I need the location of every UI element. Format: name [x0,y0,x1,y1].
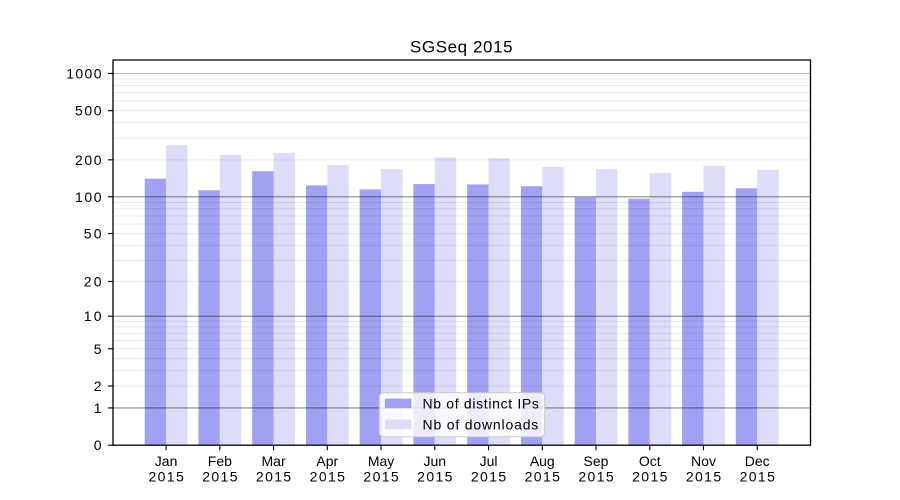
svg-text:2015: 2015 [310,469,346,485]
svg-text:2015: 2015 [578,469,614,485]
svg-text:Nov: Nov [691,453,716,469]
svg-text:5: 5 [94,341,102,357]
svg-text:500: 500 [75,103,102,119]
svg-text:2: 2 [94,378,102,394]
svg-text:0: 0 [94,437,102,453]
svg-text:Aug: Aug [530,453,555,469]
svg-text:1000: 1000 [66,65,102,81]
svg-text:Jul: Jul [480,453,498,469]
svg-text:2015: 2015 [686,469,722,485]
svg-text:2015: 2015 [363,469,399,485]
svg-text:200: 200 [75,152,102,168]
svg-text:10: 10 [84,308,102,324]
svg-text:SGSeq 2015: SGSeq 2015 [410,37,513,56]
svg-text:Oct: Oct [639,453,661,469]
svg-text:2015: 2015 [417,469,453,485]
svg-text:Dec: Dec [745,453,770,469]
svg-text:1: 1 [94,400,102,416]
svg-text:2015: 2015 [202,469,238,485]
svg-text:Apr: Apr [316,453,338,469]
svg-text:Nb of distinct IPs: Nb of distinct IPs [423,395,539,411]
svg-text:2015: 2015 [632,469,668,485]
svg-text:2015: 2015 [525,469,561,485]
svg-text:Sep: Sep [584,453,609,469]
svg-text:Feb: Feb [208,453,232,469]
svg-text:2015: 2015 [471,469,507,485]
svg-text:Mar: Mar [262,453,286,469]
svg-text:May: May [368,453,394,469]
svg-text:50: 50 [84,226,102,242]
svg-text:Jan: Jan [155,453,178,469]
svg-text:2015: 2015 [256,469,292,485]
svg-text:2015: 2015 [740,469,776,485]
svg-text:Nb of downloads: Nb of downloads [423,416,539,432]
svg-text:Jun: Jun [424,453,447,469]
svg-text:100: 100 [75,189,102,205]
svg-text:2015: 2015 [148,469,184,485]
svg-text:20: 20 [84,273,102,289]
